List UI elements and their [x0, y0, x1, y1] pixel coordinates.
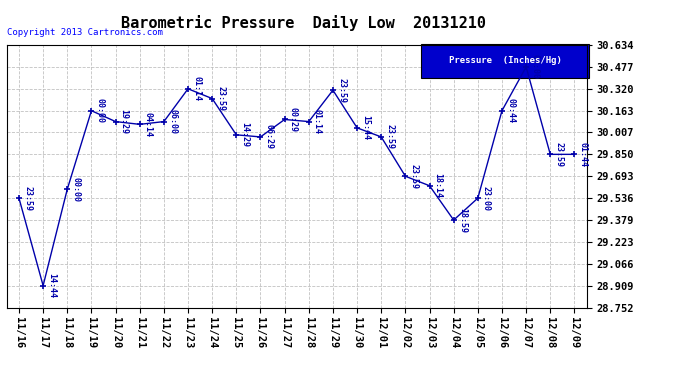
Text: Copyright 2013 Cartronics.com: Copyright 2013 Cartronics.com [7, 28, 163, 37]
Text: 23:59: 23:59 [555, 142, 564, 167]
Text: 23:59: 23:59 [386, 124, 395, 149]
Text: 00:29: 00:29 [289, 107, 298, 132]
Text: 00:00: 00:00 [96, 98, 105, 123]
Text: 18:59: 18:59 [458, 207, 467, 232]
Text: 14:44: 14:44 [48, 273, 57, 298]
Text: 23:00: 23:00 [482, 186, 491, 211]
Text: Barometric Pressure  Daily Low  20131210: Barometric Pressure Daily Low 20131210 [121, 15, 486, 31]
Text: 06:00: 06:00 [168, 109, 177, 134]
Text: 23:59: 23:59 [23, 186, 32, 211]
Text: 00:00: 00:00 [72, 177, 81, 202]
Text: 23:59: 23:59 [337, 78, 346, 103]
Text: 14:29: 14:29 [241, 122, 250, 147]
Text: 01:44: 01:44 [579, 142, 588, 167]
Text: 15:44: 15:44 [362, 116, 371, 140]
Text: Pressure  (Inches/Hg): Pressure (Inches/Hg) [449, 56, 562, 65]
Text: 00:44: 00:44 [506, 98, 515, 123]
Text: 19:29: 19:29 [120, 109, 129, 134]
Text: 01:14: 01:14 [313, 109, 322, 134]
Text: 06:29: 06:29 [265, 124, 274, 149]
Text: 23:59: 23:59 [410, 164, 419, 189]
Text: 23:59: 23:59 [217, 86, 226, 111]
Text: 00:00: 00:00 [531, 54, 540, 80]
Text: 04:14: 04:14 [144, 112, 153, 137]
FancyBboxPatch shape [422, 44, 589, 78]
Text: 18:14: 18:14 [434, 173, 443, 198]
Text: 01:14: 01:14 [193, 76, 201, 101]
